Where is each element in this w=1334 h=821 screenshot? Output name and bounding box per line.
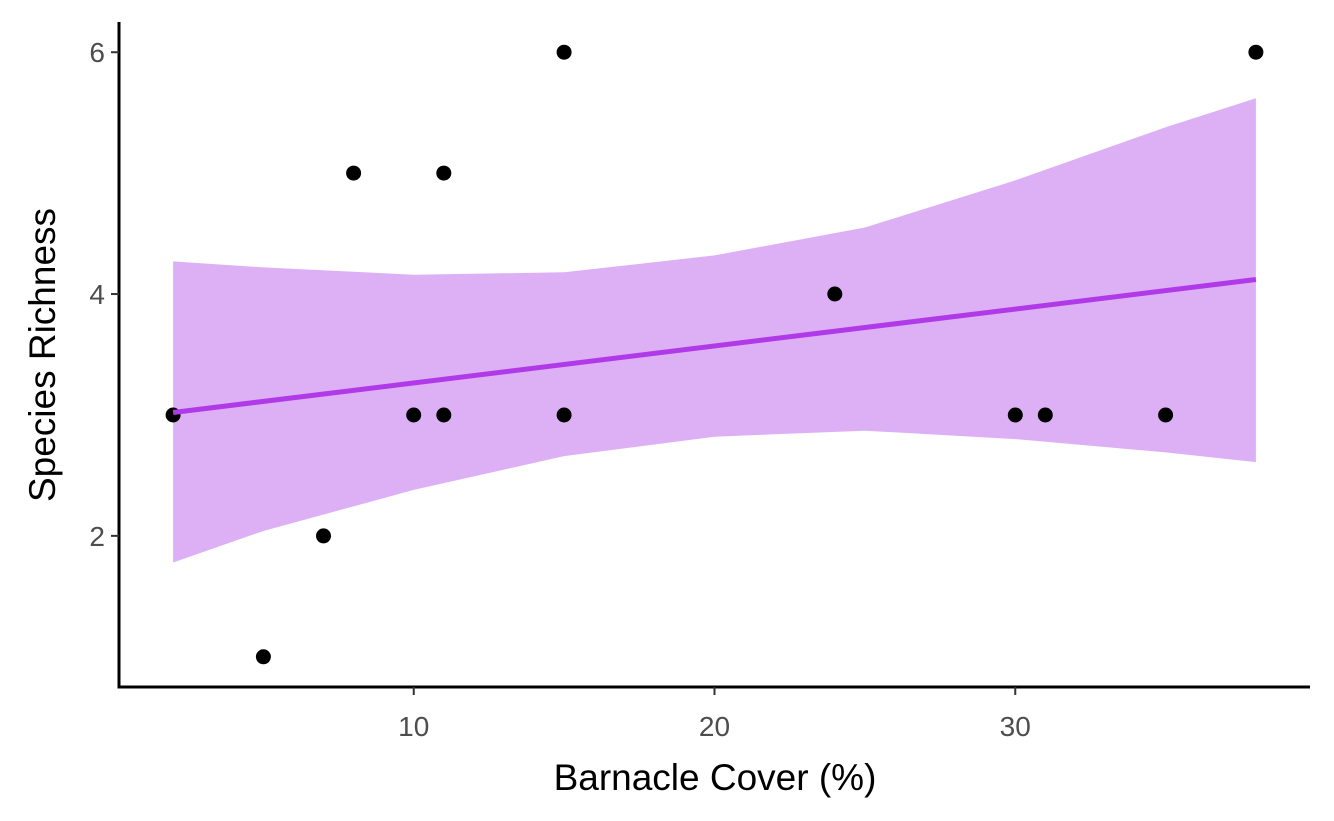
data-point-3 [316, 528, 331, 544]
data-point-14 [1248, 44, 1264, 60]
x-ticks-layer: 10 20 30 [398, 687, 1031, 742]
regression-line [172, 277, 1257, 415]
data-point-8 [556, 44, 572, 60]
data-point-7 [436, 407, 452, 423]
data-point-4 [346, 165, 362, 181]
y-axis-title: Species Richness [22, 208, 63, 502]
data-point-13 [1158, 407, 1174, 423]
y-tick-label-6: 6 [89, 37, 105, 68]
y-tick-label-2: 2 [89, 521, 105, 552]
data-point-11 [1007, 407, 1023, 423]
x-tick-label-20: 20 [699, 711, 730, 742]
x-tick-label-10: 10 [398, 711, 429, 742]
points-layer [165, 44, 1264, 665]
data-point-12 [1037, 407, 1053, 423]
data-point-6 [436, 165, 452, 181]
x-axis-title: Barnacle Cover (%) [554, 757, 877, 798]
data-point-5 [406, 407, 422, 423]
y-tick-label-4: 4 [89, 279, 105, 310]
data-point-2 [255, 649, 271, 665]
confidence-band-layer [173, 98, 1256, 563]
confidence-band [173, 98, 1256, 563]
fit-line-layer [172, 277, 1257, 415]
y-ticks-layer: 2 4 6 [89, 37, 119, 552]
x-tick-label-30: 30 [1000, 711, 1031, 742]
data-point-10 [827, 286, 843, 302]
data-point-9 [556, 407, 572, 423]
